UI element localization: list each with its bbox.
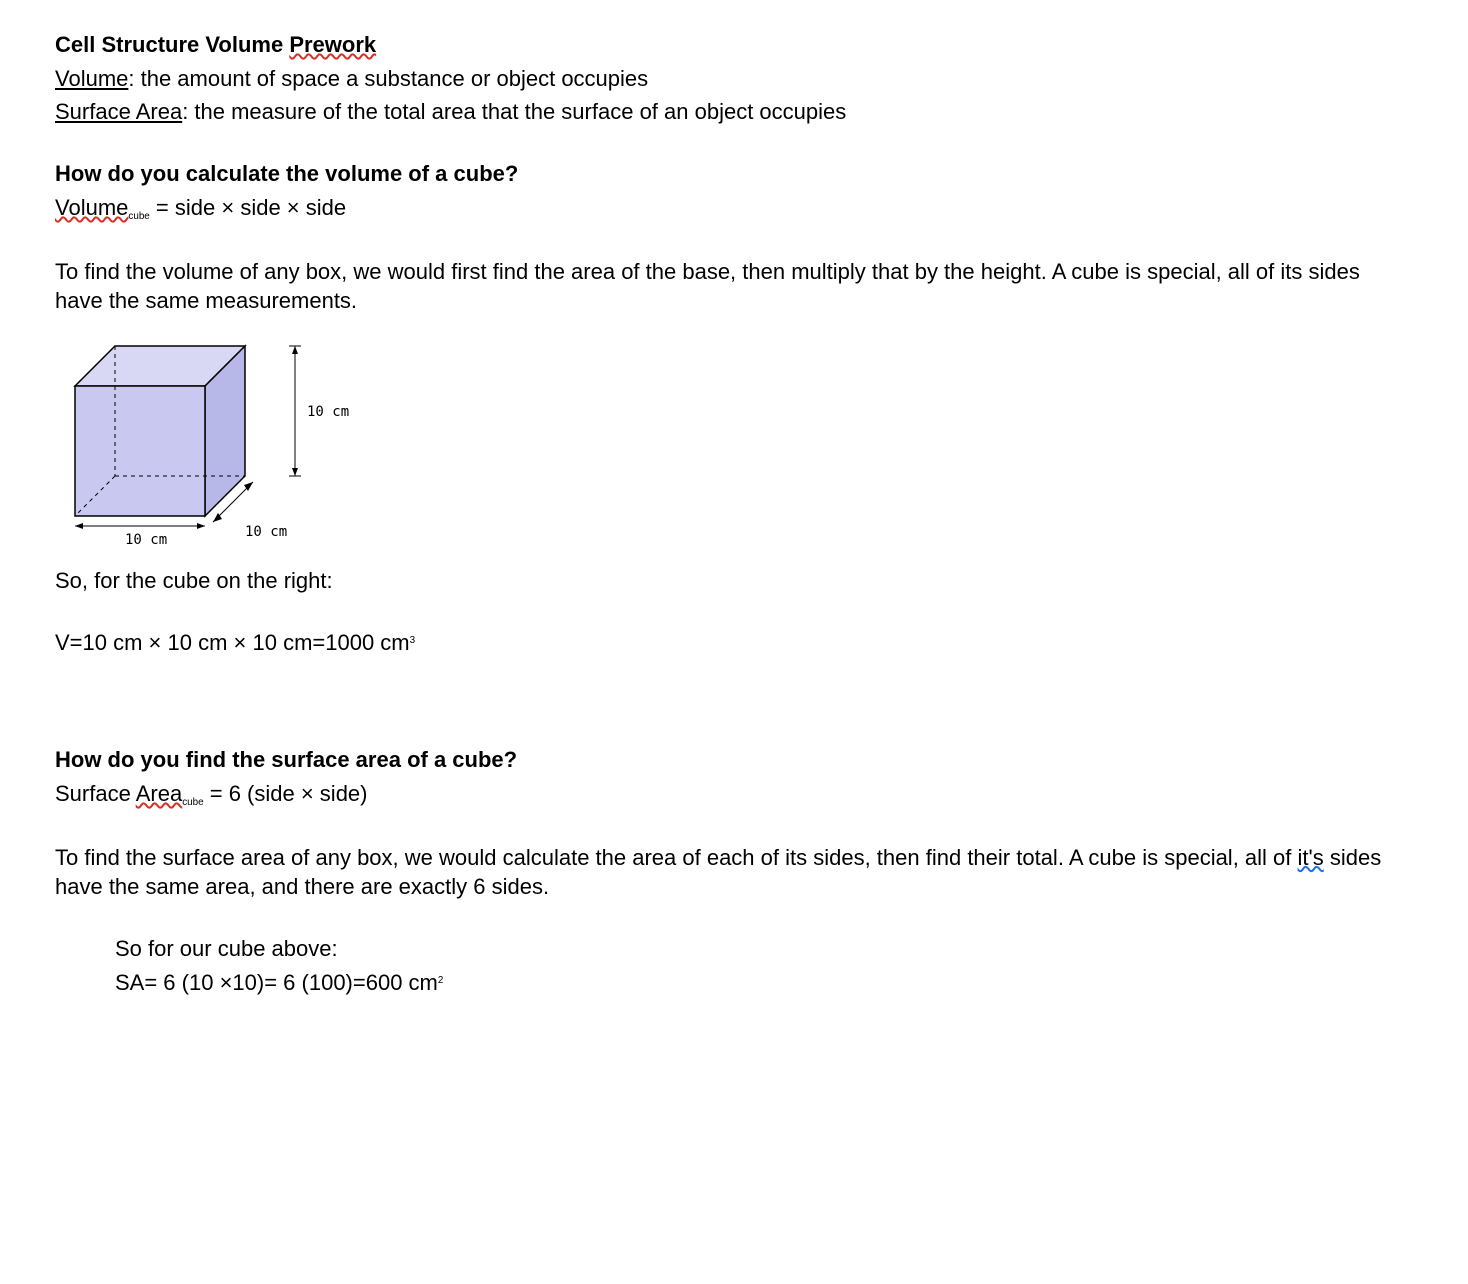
surface-area-definition: Surface Area: the measure of the total a… — [55, 97, 1413, 127]
surface-formula-prefix: Surface — [55, 781, 136, 806]
volume-formula-sub: cube — [128, 211, 149, 222]
surface-formula-sub: cube — [182, 797, 203, 808]
title-spellcheck-word: Prework — [289, 32, 376, 57]
cube-label-bottom-right: 10 cm — [245, 524, 287, 540]
surface-calc-line2: SA= 6 (10 ×10)= 6 (100)=600 cm2 — [115, 968, 1413, 998]
surface-calc-block: So for our cube above: SA= 6 (10 ×10)= 6… — [55, 934, 1413, 997]
surface-explain-p1: To find the surface area of any box, we … — [55, 845, 1298, 870]
volume-formula: Volumecube = side × side × side — [55, 193, 1413, 225]
volume-heading: How do you calculate the volume of a cub… — [55, 159, 1413, 189]
title-text: Cell Structure Volume — [55, 32, 289, 57]
volume-calc-eq-super: 3 — [410, 635, 416, 646]
surface-calc-line2-text: SA= 6 (10 ×10)= 6 (100)=600 cm — [115, 970, 438, 995]
volume-definition: Volume: the amount of space a substance … — [55, 64, 1413, 94]
surface-explanation: To find the surface area of any box, we … — [55, 843, 1413, 902]
surface-calc-line1: So for our cube above: — [115, 934, 1413, 964]
cube-diagram: 10 cm 10 cm 10 cm — [55, 336, 1413, 556]
surface-def-text: : the measure of the total area that the… — [182, 99, 846, 124]
document-title: Cell Structure Volume Prework — [55, 30, 1413, 60]
surface-heading: How do you find the surface area of a cu… — [55, 745, 1413, 775]
surface-formula: Surface Areacube = 6 (side × side) — [55, 779, 1413, 811]
volume-calc-leadin: So, for the cube on the right: — [55, 566, 1413, 596]
volume-formula-term: Volume — [55, 195, 128, 220]
surface-formula-rest: = 6 (side × side) — [204, 781, 368, 806]
surface-term: Surface Area — [55, 99, 182, 124]
volume-formula-rest: = side × side × side — [150, 195, 346, 220]
surface-formula-term: Area — [136, 781, 182, 806]
cube-label-right: 10 cm — [307, 404, 349, 420]
cube-label-bottom-left: 10 cm — [125, 532, 167, 548]
volume-term: Volume — [55, 66, 128, 91]
volume-explanation: To find the volume of any box, we would … — [55, 257, 1413, 316]
volume-def-text: : the amount of space a substance or obj… — [128, 66, 648, 91]
volume-calc-eq-text: V=10 cm × 10 cm × 10 cm=1000 cm — [55, 630, 410, 655]
surface-explain-grammar: it's — [1298, 845, 1324, 870]
surface-calc-line2-super: 2 — [438, 975, 444, 986]
volume-calc-equation: V=10 cm × 10 cm × 10 cm=1000 cm3 — [55, 628, 1413, 658]
